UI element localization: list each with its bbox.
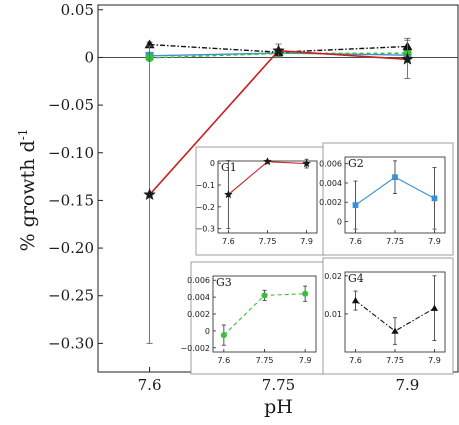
inset-x-tick-label: 7.9 bbox=[428, 237, 441, 246]
inset-y-tick-label: −0.1 bbox=[196, 181, 215, 190]
inset-title: G2 bbox=[348, 157, 364, 170]
x-tick-label: 7.75 bbox=[262, 376, 295, 394]
main-g1-point bbox=[401, 52, 414, 65]
inset-g1-point bbox=[263, 156, 272, 166]
inset-x-tick-label: 7.75 bbox=[386, 237, 404, 246]
inset-g3-point bbox=[302, 290, 309, 297]
inset-x-tick-label: 7.6 bbox=[217, 356, 230, 365]
inset-x-tick-label: 7.9 bbox=[428, 356, 441, 365]
inset-y-tick-label: 0.004 bbox=[319, 179, 342, 188]
inset-y-tick-label: −0.002 bbox=[180, 344, 210, 353]
main-g1-point bbox=[143, 187, 156, 201]
inset-y-tick-label: −0.3 bbox=[196, 225, 215, 234]
x-axis-title: pH bbox=[264, 396, 293, 418]
inset-y-tick-label: 0.006 bbox=[187, 276, 210, 285]
y-tick-label: −0.20 bbox=[48, 239, 94, 257]
inset-y-tick-label: 0.002 bbox=[319, 198, 342, 207]
inset-y-tick-label: 0.02 bbox=[324, 272, 342, 281]
inset-g2-point bbox=[431, 195, 438, 202]
inset-x-tick-label: 7.6 bbox=[222, 237, 235, 246]
inset-y-tick-label: 0.004 bbox=[187, 293, 210, 302]
y-tick-label: −0.25 bbox=[48, 287, 94, 305]
y-tick-label: −0.05 bbox=[48, 96, 94, 114]
inset-y-tick-label: 0 bbox=[205, 327, 210, 336]
inset-g3-point bbox=[220, 332, 227, 339]
x-tick-label: 7.6 bbox=[138, 376, 162, 394]
x-tick-label: 7.9 bbox=[395, 376, 419, 394]
inset-title: G3 bbox=[216, 276, 232, 289]
inset-g1-point bbox=[223, 189, 233, 199]
inset-x-tick-label: 7.75 bbox=[256, 356, 274, 365]
inset-y-tick-label: −0.2 bbox=[196, 203, 215, 212]
inset-y-tick-label: 0.002 bbox=[187, 310, 210, 319]
y-tick-label: 0.05 bbox=[61, 1, 94, 19]
y-axis-title-superscript: -1 bbox=[16, 129, 30, 141]
inset-g4-point bbox=[351, 296, 360, 304]
inset-g1-point bbox=[302, 158, 312, 168]
y-axis-title: % growth d-1 bbox=[16, 129, 39, 252]
y-tick-label: −0.30 bbox=[48, 334, 94, 352]
main-g1-point bbox=[272, 44, 285, 57]
inset-x-tick-label: 7.6 bbox=[349, 356, 362, 365]
inset-x-tick-label: 7.75 bbox=[259, 237, 277, 246]
inset-x-tick-label: 7.9 bbox=[299, 356, 312, 365]
inset-g2-point bbox=[392, 174, 398, 181]
inset-y-tick-label: 0.01 bbox=[324, 310, 342, 319]
inset-title: G1 bbox=[221, 161, 237, 174]
y-tick-label: −0.10 bbox=[48, 144, 94, 162]
inset-y-tick-label: 0 bbox=[210, 159, 215, 168]
main-plot: 0.050−0.05−0.10−0.15−0.20−0.25−0.307.6 7.… bbox=[16, 1, 459, 418]
inset-title: G4 bbox=[348, 272, 364, 285]
inset-g4-point bbox=[430, 304, 439, 311]
y-axis-title-text: % growth d bbox=[17, 140, 39, 251]
inset-g2-plot: G2 0 0.002 0.004 0.006 7.6 7.75 7.9 bbox=[319, 142, 454, 256]
inset-y-tick-label: 0 bbox=[337, 217, 342, 226]
inset-g2-point bbox=[352, 202, 359, 208]
y-tick-label: 0 bbox=[84, 48, 94, 66]
inset-g1-plot: G1 0 −0.1 −0.2 −0.3 7.6 7.75 7.9 bbox=[196, 146, 326, 256]
inset-g4-point bbox=[391, 327, 399, 334]
y-tick-label: −0.15 bbox=[48, 191, 94, 209]
inset-x-tick-label: 7.75 bbox=[386, 356, 404, 365]
inset-x-tick-label: 7.9 bbox=[300, 237, 313, 246]
inset-g3-point bbox=[261, 292, 268, 299]
inset-y-tick-label: 0.006 bbox=[319, 160, 342, 169]
inset-frame bbox=[212, 275, 317, 353]
inset-g3-plot: G3 0 0.002 0.004 0.006 −0.002 7.6 7.75 7.9 bbox=[180, 261, 325, 375]
inset-g4-plot: G4 0.01 0.02 7.6 7.75 7.9 bbox=[322, 257, 454, 375]
inset-x-tick-label: 7.6 bbox=[349, 237, 362, 246]
